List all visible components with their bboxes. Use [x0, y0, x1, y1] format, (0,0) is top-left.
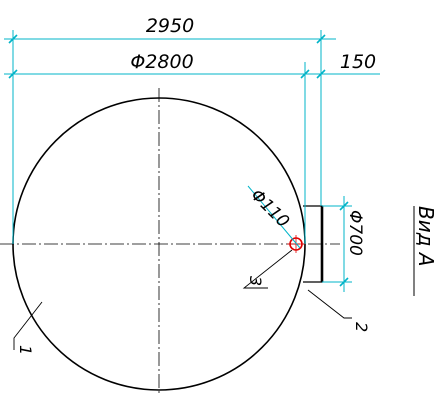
leader-lines: [13, 249, 352, 350]
leader-label-part-1: 1: [16, 345, 35, 355]
dim-hole-diameter: Φ110: [246, 185, 293, 232]
leader-label-part-2: 2: [352, 322, 371, 332]
dimension-ticks: [8, 34, 349, 287]
dim-flange-diameter: Φ700: [345, 210, 365, 256]
view-label: Вид А: [414, 206, 438, 267]
dim-overall-width: 2950: [146, 15, 194, 37]
dim-circle-diameter: Φ2800: [130, 51, 193, 73]
leader-label-part-3: 3: [246, 276, 265, 286]
dim-offset: 150: [340, 51, 376, 73]
dimension-lines: [4, 30, 380, 292]
